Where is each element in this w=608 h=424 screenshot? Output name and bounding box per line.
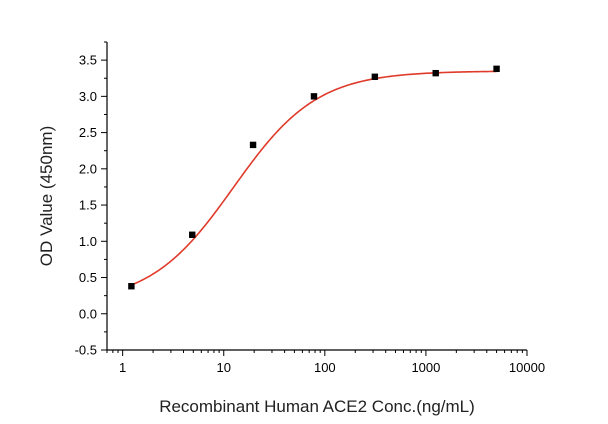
x-tick-label: 10000 xyxy=(509,360,545,375)
y-tick-label: 0.0 xyxy=(79,306,97,321)
x-tick-label: 1000 xyxy=(411,360,440,375)
x-tick-label: 1 xyxy=(119,360,126,375)
fit-curve-group xyxy=(131,70,497,286)
data-points xyxy=(128,65,500,290)
data-point xyxy=(371,73,379,80)
y-tick-label: -0.5 xyxy=(75,343,97,358)
y-tick-label: 3.5 xyxy=(79,53,97,68)
y-tick-label: 0.5 xyxy=(79,270,97,285)
axes xyxy=(106,42,527,351)
data-point xyxy=(249,141,257,149)
y-axis-title: OD Value (450nm) xyxy=(37,126,56,266)
y-tick-label: 1.0 xyxy=(79,234,97,249)
y-tick-label: 3.0 xyxy=(79,89,97,104)
y-tick-label: 2.0 xyxy=(79,161,97,176)
data-point xyxy=(128,283,135,290)
data-point xyxy=(493,65,500,73)
y-tick-label: 2.5 xyxy=(79,125,97,140)
data-point xyxy=(432,69,439,77)
data-point xyxy=(310,93,318,100)
fit-curve xyxy=(131,70,497,286)
x-tick-label: 10 xyxy=(217,360,231,375)
x-axis-title: Recombinant Human ACE2 Conc.(ng/mL) xyxy=(159,397,475,416)
data-point xyxy=(189,231,196,238)
y-tick-label: 1.5 xyxy=(79,198,97,213)
ticks: -0.5 0.0 0.5 1.0 1.5 2.0 2.5 3.0 3.5 1 10 100 1000 10… xyxy=(75,41,545,375)
x-tick-label: 100 xyxy=(314,360,336,375)
